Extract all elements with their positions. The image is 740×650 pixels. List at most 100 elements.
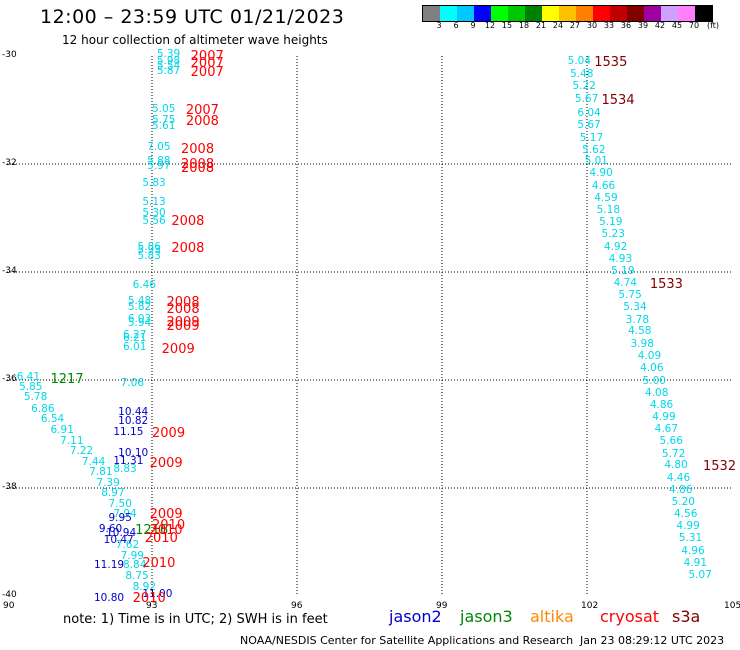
wave-height-value: 10.47 xyxy=(103,533,134,546)
wave-height-value: 5.98 xyxy=(156,55,181,68)
wave-height-value: 4.56 xyxy=(674,508,698,520)
wave-height-value: 4.92 xyxy=(603,240,628,253)
pass-time-label: 2010 xyxy=(144,531,178,547)
latitude-label: -30 xyxy=(2,50,17,60)
wave-height-value: 5.31 xyxy=(678,532,703,545)
legend-swatch xyxy=(661,6,678,21)
legend-label: 70 xyxy=(688,21,700,30)
pass-time-label: 2008 xyxy=(181,157,215,172)
legend-swatch xyxy=(576,6,593,21)
longitude-label: 96 xyxy=(291,601,303,611)
legend-swatch xyxy=(678,6,695,21)
wave-height-value: 6.86 xyxy=(31,402,55,415)
longitude-label: 99 xyxy=(436,601,448,611)
wave-height-value: 4.86 xyxy=(649,398,674,411)
pass-time-label: 2007 xyxy=(190,56,224,72)
wave-height-value: 5.30 xyxy=(142,206,166,219)
pass-time-label: 1532 xyxy=(703,459,737,475)
legend-label: 24 xyxy=(552,21,564,30)
wave-height-value: 5.67 xyxy=(574,93,599,106)
pass-time-label: 2007 xyxy=(185,103,219,118)
legend-swatch xyxy=(542,6,559,21)
wave-height-value: 5.82 xyxy=(127,300,152,313)
wave-height-value: 5.86 xyxy=(137,240,161,253)
latitude-label: -40 xyxy=(2,590,17,600)
pass-time-label: 2008 xyxy=(166,301,200,317)
pass-time-label: 1216 xyxy=(135,523,169,539)
latitude-label: -38 xyxy=(2,482,17,492)
legend-swatch xyxy=(610,6,627,21)
wave-height-value: 5.75 xyxy=(618,289,642,302)
latitude-label: -36 xyxy=(2,374,17,384)
wave-height-value: 5.39 xyxy=(156,47,181,60)
satellite-altika: altika xyxy=(530,607,574,626)
legend-swatch xyxy=(559,6,576,21)
wave-height-value: 8.97 xyxy=(101,487,125,500)
pass-time-label: 2009 xyxy=(152,425,186,441)
credit-line: NOAA/NESDIS Center for Satellite Applica… xyxy=(240,634,574,647)
pass-time-label: 2009 xyxy=(149,506,183,522)
legend-label: 42 xyxy=(654,21,666,30)
legend-label: 15 xyxy=(501,21,513,30)
wave-height-value: 7.22 xyxy=(69,444,94,457)
longitude-label: 93 xyxy=(146,601,158,611)
legend-swatch xyxy=(644,6,661,21)
wave-height-value: 3.98 xyxy=(630,337,654,350)
pass-time-label: 2010 xyxy=(132,590,166,606)
wave-height-value: 5.04 xyxy=(567,55,592,68)
legend-label: 3 xyxy=(436,21,442,30)
color-legend-labels: 3 6 9 12 15 18 21 24 27 30 33 36 39 42 45 70 (ft) xyxy=(422,21,740,35)
pass-time-label: 2010 xyxy=(152,517,186,533)
wave-height-value: 6.01 xyxy=(123,340,147,353)
wave-height-value: 10.80 xyxy=(94,591,125,604)
pass-time-label: 2008 xyxy=(181,161,215,177)
wave-height-value: 5.97 xyxy=(147,159,171,172)
wave-height-value: 5.87 xyxy=(156,65,181,78)
legend-label: 27 xyxy=(569,21,581,30)
pass-time-label: 1533 xyxy=(649,276,683,292)
wave-height-value: 3.78 xyxy=(625,313,650,326)
wave-height-value: 6.03 xyxy=(127,312,152,325)
wave-height-value: 10.94 xyxy=(106,526,137,539)
wave-height-value: 11.31 xyxy=(113,455,144,468)
pass-time-label: 2008 xyxy=(171,240,205,256)
wave-height-value: 7.39 xyxy=(96,477,120,490)
wave-height-value: 7.06 xyxy=(120,377,144,390)
wave-height-value: 5.75 xyxy=(152,113,176,126)
wave-height-value: 5.93 xyxy=(137,244,161,257)
wave-height-value: 4.91 xyxy=(683,556,708,569)
wave-height-value: 5.18 xyxy=(596,203,621,216)
wave-height-value: 5.72 xyxy=(661,447,686,460)
wave-height-value: 11.19 xyxy=(94,558,125,571)
satellite-s3a: s3a xyxy=(672,607,701,626)
wave-height-value: 8.83 xyxy=(113,462,137,475)
wave-height-value: 5.88 xyxy=(147,155,171,168)
wave-height-value: 5.48 xyxy=(570,67,594,80)
pass-time-label: 1217 xyxy=(50,371,84,387)
wave-height-value: 5.34 xyxy=(623,301,647,314)
legend-label: 36 xyxy=(620,21,632,30)
pass-time-label: 2007 xyxy=(190,65,224,81)
wave-height-value: 10.44 xyxy=(118,406,149,419)
wave-height-value: 7.11 xyxy=(60,435,84,448)
wave-height-value: 4.74 xyxy=(613,276,637,289)
pass-time-label: 2010 xyxy=(149,523,183,539)
longitude-label: 105 xyxy=(724,601,740,611)
legend-swatch xyxy=(525,6,542,21)
pass-time-label: 2008 xyxy=(166,295,200,311)
wave-height-value: 5.19 xyxy=(611,265,635,277)
wave-height-value: 11.00 xyxy=(142,587,173,600)
latitude-label: -32 xyxy=(2,158,17,168)
longitude-label: 102 xyxy=(581,601,599,611)
pass-time-label: 2007 xyxy=(190,49,224,64)
wave-height-value: 7.81 xyxy=(89,465,113,478)
wave-height-value: 6.04 xyxy=(577,106,601,119)
wave-height-value: 4.93 xyxy=(608,252,633,265)
legend-label: 12 xyxy=(484,21,496,30)
wave-height-value: 6.46 xyxy=(132,278,157,291)
map-subtitle: 12 hour collection of altimeter wave hei… xyxy=(62,33,328,47)
wave-height-value: 5.22 xyxy=(572,80,596,93)
legend-swatch xyxy=(593,6,610,21)
wave-height-value: 10.10 xyxy=(118,446,149,459)
legend-label: 6 xyxy=(453,21,459,30)
